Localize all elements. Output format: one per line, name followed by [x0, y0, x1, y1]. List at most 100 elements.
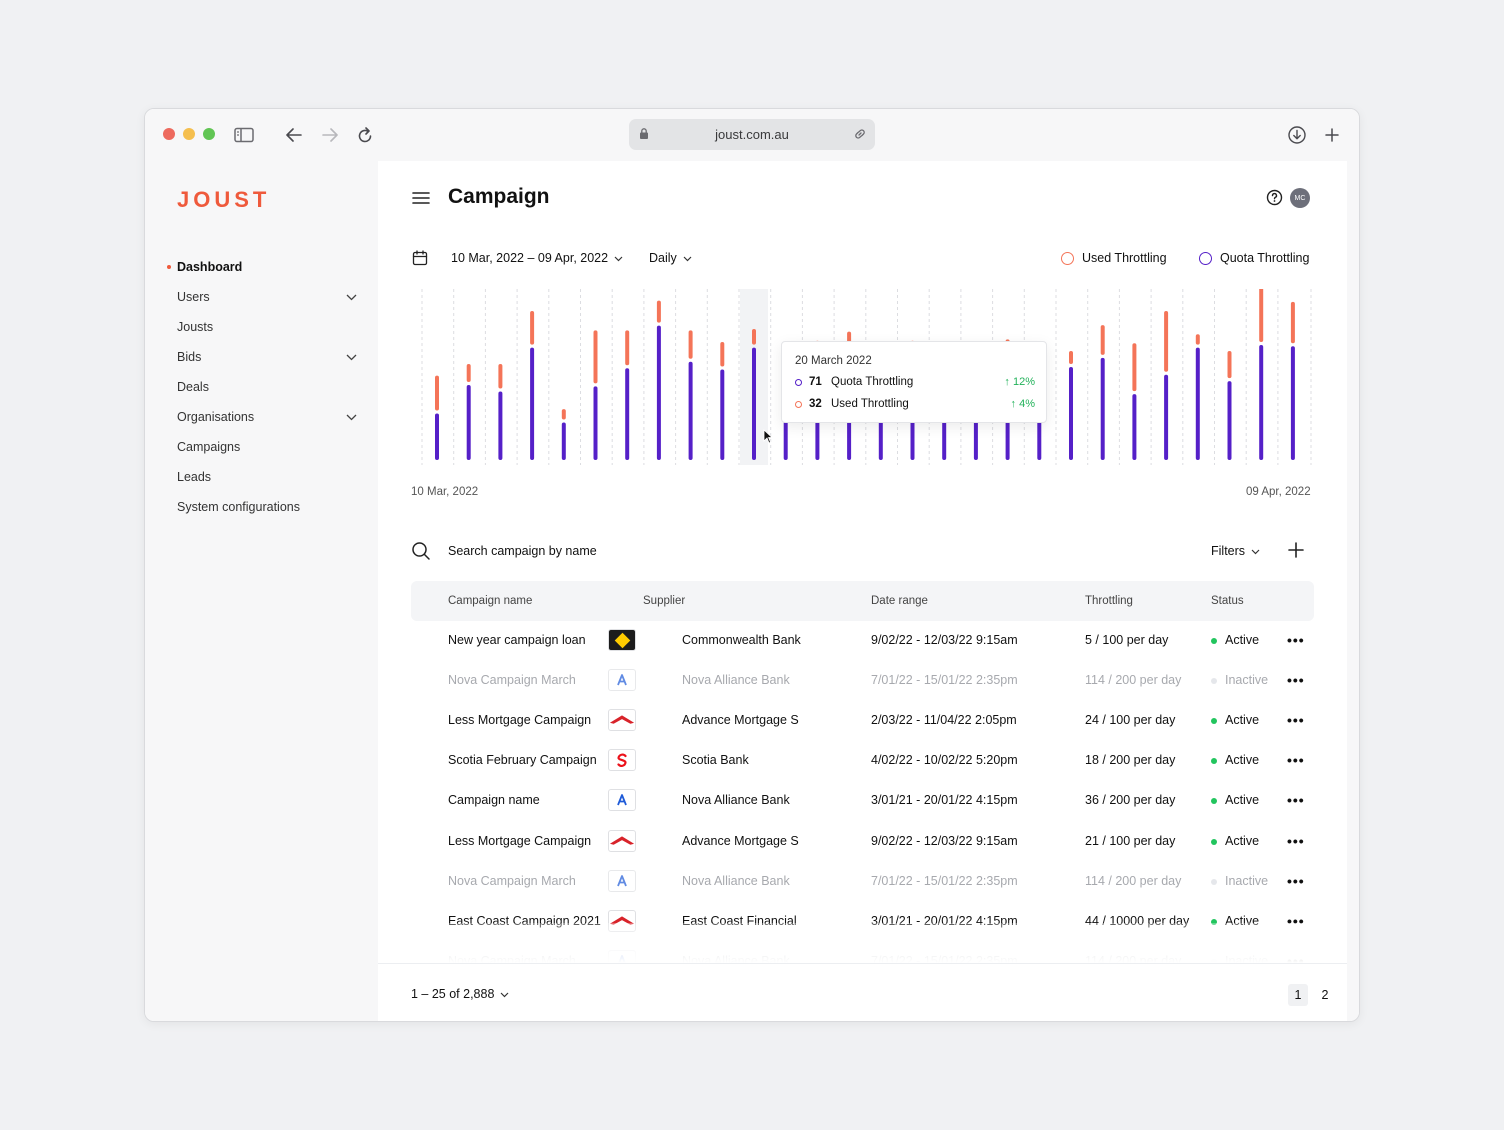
supplier-logo-icon — [608, 669, 636, 692]
table-row[interactable]: New year campaign loan Commonwealth Bank 9… — [411, 621, 1314, 661]
campaign-table-body: New year campaign loan Commonwealth Bank 9… — [411, 621, 1314, 963]
used-bar — [530, 310, 535, 345]
table-row[interactable]: Less Mortgage Campaign Advance Mortgage S… — [411, 822, 1314, 862]
address-bar[interactable]: joust.com.au — [629, 119, 875, 150]
search-bar: Filters — [378, 541, 1347, 565]
date-range-select[interactable]: 10 Mar, 2022 – 09 Apr, 2022 — [451, 251, 623, 265]
sidebar-item-users[interactable]: Users — [177, 287, 357, 307]
column-throttling[interactable]: Throttling — [1085, 595, 1133, 607]
legend-used-throttling[interactable]: Used Throttling — [1061, 251, 1167, 265]
supplier-cell: Commonwealth Bank — [682, 633, 801, 647]
used-bar — [498, 363, 503, 389]
tooltip-date: 20 March 2022 — [795, 355, 872, 367]
supplier-logo-icon — [608, 869, 636, 892]
add-campaign-button[interactable] — [1287, 541, 1305, 562]
search-icon[interactable] — [411, 541, 431, 564]
used-bar — [1227, 351, 1232, 379]
campaign-name-cell: Nova Campaign March — [448, 673, 576, 688]
sidebar-item-bids[interactable]: Bids — [177, 347, 357, 367]
column-campaign-name[interactable]: Campaign name — [448, 595, 533, 607]
more-options-icon[interactable]: ••• — [1287, 872, 1305, 889]
quota-bar — [1100, 357, 1105, 460]
back-arrow-icon[interactable] — [282, 123, 306, 147]
more-options-icon[interactable]: ••• — [1287, 632, 1305, 648]
sidebar-item-leads[interactable]: Leads — [177, 467, 357, 487]
column-status[interactable]: Status — [1211, 595, 1244, 607]
used-bar — [688, 330, 693, 359]
sidebar-item-label: System configurations — [177, 500, 300, 514]
quota-bar — [466, 385, 471, 460]
forward-arrow-icon[interactable] — [318, 123, 342, 147]
more-options-icon[interactable]: ••• — [1287, 752, 1305, 769]
table-row[interactable]: Nova Campaign March Nova Alliance Bank 7/0… — [411, 661, 1314, 701]
status-dot — [1211, 758, 1217, 765]
column-supplier[interactable]: Supplier — [643, 595, 686, 607]
download-icon[interactable] — [1285, 123, 1309, 147]
table-row[interactable]: Scotia February Campaign Scotia Bank 4/02/… — [411, 741, 1314, 781]
menu-icon[interactable] — [412, 191, 430, 210]
sidebar-item-system-configurations[interactable]: System configurations — [177, 497, 357, 517]
close-window-button[interactable] — [163, 128, 175, 140]
quota-bar — [498, 391, 503, 460]
quota-bar — [435, 413, 439, 460]
campaign-name-cell: Less Mortgage Campaign — [448, 713, 592, 728]
column-date-range[interactable]: Date range — [871, 595, 928, 607]
status-dot — [1211, 718, 1217, 725]
sidebar-item-organisations[interactable]: Organisations — [177, 407, 357, 427]
status-dot — [1211, 798, 1217, 805]
link-icon[interactable] — [853, 127, 867, 144]
legend-quota-throttling[interactable]: Quota Throttling — [1199, 251, 1309, 265]
table-row[interactable]: Less Mortgage Campaign Advance Mortgage S… — [411, 701, 1314, 741]
more-options-icon[interactable]: ••• — [1287, 832, 1305, 849]
more-options-icon[interactable]: ••• — [1287, 712, 1305, 729]
page-range-label: 1 – 25 of 2,888 — [411, 987, 495, 1001]
chevron-down-icon — [1251, 544, 1260, 558]
status-dot — [1211, 678, 1217, 685]
legend-used-marker — [1061, 251, 1074, 265]
page-button[interactable]: 1 — [1288, 984, 1308, 1006]
supplier-logo-icon — [608, 749, 636, 772]
page-button[interactable]: 2 — [1321, 988, 1329, 1002]
status-cell: Active — [1225, 753, 1260, 768]
period-label: Daily — [649, 251, 677, 265]
sidebar-item-dashboard[interactable]: Dashboard — [167, 257, 357, 277]
throttling-cell: 18 / 200 per day — [1085, 753, 1176, 768]
search-input[interactable] — [448, 544, 748, 558]
more-options-icon[interactable]: ••• — [1287, 672, 1305, 689]
sidebar-item-jousts[interactable]: Jousts — [177, 317, 357, 337]
table-row[interactable]: Campaign name Nova Alliance Bank 3/01/21 -… — [411, 781, 1314, 821]
throttling-cell: 114 / 200 per day — [1085, 673, 1182, 688]
chevron-down-icon — [614, 251, 623, 265]
browser-titlebar: joust.com.au — [145, 109, 1359, 161]
quota-bar — [752, 347, 756, 460]
quota-bar — [1164, 374, 1169, 460]
supplier-cell: Advance Mortgage S — [682, 833, 799, 848]
table-row[interactable]: Nova Campaign March Nova Alliance Bank 7/0… — [411, 862, 1314, 902]
sidebar-item-label: Bids — [177, 350, 202, 364]
help-icon[interactable] — [1266, 189, 1283, 211]
avatar[interactable]: MC — [1290, 188, 1310, 208]
sidebar-item-deals[interactable]: Deals — [177, 377, 357, 397]
legend-used-label: Used Throttling — [1082, 251, 1167, 265]
filters-label: Filters — [1211, 544, 1246, 558]
supplier-logo-icon — [608, 629, 636, 651]
throttling-cell: 21 / 100 per day — [1085, 833, 1176, 848]
joust-logo[interactable]: JOUST — [177, 187, 271, 212]
reload-icon[interactable] — [353, 123, 377, 147]
filters-button[interactable]: Filters — [1211, 544, 1260, 558]
status-dot — [1211, 918, 1217, 925]
quota-bar — [561, 422, 566, 460]
page-size-select[interactable]: 1 – 25 of 2,888 — [411, 987, 509, 1001]
used-bar — [561, 409, 566, 420]
chart-end-date: 09 Apr, 2022 — [1246, 486, 1311, 498]
new-tab-icon[interactable] — [1320, 123, 1344, 147]
minimize-window-button[interactable] — [183, 128, 195, 140]
calendar-icon[interactable] — [412, 250, 428, 269]
maximize-window-button[interactable] — [203, 128, 215, 140]
period-select[interactable]: Daily — [649, 251, 692, 265]
sidebar-toggle-icon[interactable] — [232, 123, 256, 147]
chart-start-date: 10 Mar, 2022 — [411, 486, 479, 498]
sidebar-item-campaigns[interactable]: Campaigns — [177, 437, 357, 457]
page-title: Campaign — [448, 185, 550, 208]
more-options-icon[interactable]: ••• — [1287, 792, 1305, 809]
